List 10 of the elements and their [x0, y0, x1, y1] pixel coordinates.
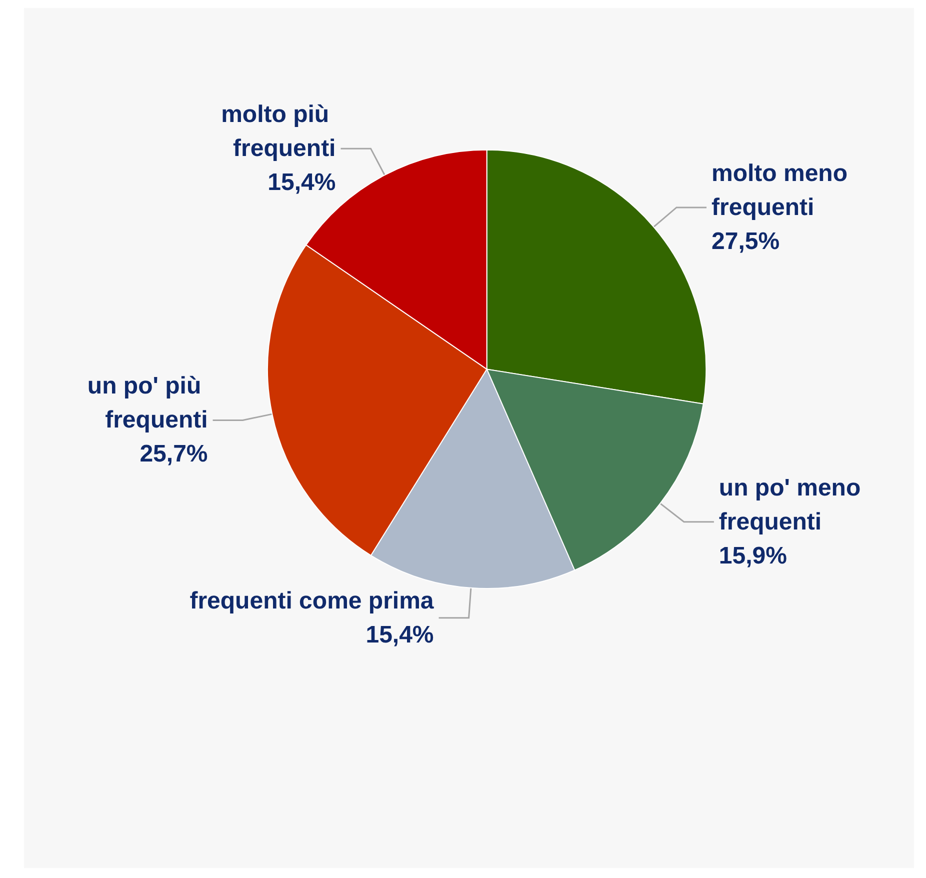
- slice-label: un po' meno frequenti: [718, 474, 868, 536]
- data-label: 15,9%: [718, 542, 787, 570]
- data-label: 25,7%: [140, 440, 208, 468]
- data-label: 15,4%: [268, 169, 336, 196]
- data-label: 15,4%: [366, 621, 434, 648]
- slice-label: molto meno frequenti: [712, 160, 854, 221]
- slice-label: frequenti come prima: [190, 587, 434, 614]
- slice-label: molto più frequenti: [221, 101, 336, 162]
- slice-label: un po' più frequenti: [87, 372, 208, 434]
- data-label: 27,5%: [712, 228, 780, 255]
